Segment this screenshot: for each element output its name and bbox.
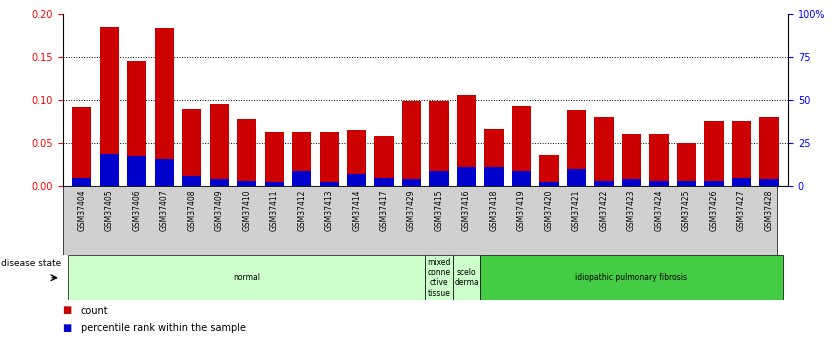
Text: GSM37406: GSM37406 <box>133 190 141 231</box>
Bar <box>480 255 782 300</box>
Text: GSM37404: GSM37404 <box>78 190 86 231</box>
Bar <box>677 181 696 186</box>
Text: GSM37419: GSM37419 <box>517 190 526 231</box>
Bar <box>457 167 476 186</box>
Bar <box>704 121 724 186</box>
Bar <box>264 132 284 186</box>
Bar <box>374 136 394 186</box>
Bar <box>73 107 92 186</box>
Bar <box>127 61 147 186</box>
Bar <box>512 171 531 186</box>
Text: GSM37424: GSM37424 <box>655 190 664 231</box>
Bar <box>453 255 480 300</box>
Bar <box>182 109 201 186</box>
Bar <box>237 119 256 186</box>
Bar <box>485 128 504 186</box>
Text: mixed
conne
ctive
tissue: mixed conne ctive tissue <box>427 258 450 298</box>
Bar <box>512 106 531 186</box>
Bar <box>430 171 449 186</box>
Bar <box>650 181 669 186</box>
Bar <box>319 182 339 186</box>
Bar <box>567 110 586 186</box>
Bar <box>567 169 586 186</box>
Bar <box>677 143 696 186</box>
Text: GSM37422: GSM37422 <box>600 190 609 231</box>
Text: GSM37426: GSM37426 <box>710 190 718 231</box>
Text: scelo
derma: scelo derma <box>455 268 479 287</box>
Bar <box>759 117 778 186</box>
Bar <box>154 28 173 186</box>
Text: disease state: disease state <box>1 259 61 268</box>
Text: ■: ■ <box>63 306 72 315</box>
Bar <box>292 171 311 186</box>
Bar <box>374 178 394 186</box>
Bar <box>127 156 147 186</box>
Text: GSM37405: GSM37405 <box>105 190 113 231</box>
Bar <box>425 255 453 300</box>
Text: GSM37429: GSM37429 <box>407 190 416 231</box>
Text: GSM37414: GSM37414 <box>352 190 361 231</box>
Bar <box>540 182 559 186</box>
Bar <box>292 132 311 186</box>
Text: GSM37420: GSM37420 <box>545 190 554 231</box>
Text: percentile rank within the sample: percentile rank within the sample <box>81 323 246 333</box>
Text: GSM37408: GSM37408 <box>187 190 196 231</box>
Bar <box>457 95 476 186</box>
Bar <box>650 134 669 186</box>
Bar <box>154 159 173 186</box>
Bar <box>73 178 92 186</box>
Text: count: count <box>81 306 108 315</box>
Text: GSM37421: GSM37421 <box>572 190 581 231</box>
Bar <box>540 155 559 186</box>
Text: GSM37425: GSM37425 <box>682 190 691 231</box>
Text: GSM37416: GSM37416 <box>462 190 471 231</box>
Text: GSM37423: GSM37423 <box>627 190 636 231</box>
Bar <box>731 178 751 186</box>
Bar <box>402 101 421 186</box>
Bar <box>622 179 641 186</box>
Bar <box>182 176 201 186</box>
Bar <box>595 181 614 186</box>
Bar <box>264 182 284 186</box>
Bar <box>595 117 614 186</box>
Bar <box>68 255 425 300</box>
Bar <box>99 27 119 186</box>
Text: GSM37415: GSM37415 <box>435 190 444 231</box>
Bar <box>99 154 119 186</box>
Bar <box>622 134 641 186</box>
Text: GSM37427: GSM37427 <box>737 190 746 231</box>
Bar <box>731 121 751 186</box>
Text: GSM37412: GSM37412 <box>297 190 306 231</box>
Bar <box>347 174 366 186</box>
Text: normal: normal <box>234 273 260 282</box>
Text: GSM37410: GSM37410 <box>242 190 251 231</box>
Text: ■: ■ <box>63 323 72 333</box>
Text: GSM37417: GSM37417 <box>379 190 389 231</box>
Text: GSM37407: GSM37407 <box>160 190 168 231</box>
Bar <box>209 104 229 186</box>
Text: GSM37411: GSM37411 <box>269 190 279 231</box>
Bar <box>430 101 449 186</box>
Bar <box>319 132 339 186</box>
Bar <box>759 179 778 186</box>
Text: idiopathic pulmonary fibrosis: idiopathic pulmonary fibrosis <box>575 273 687 282</box>
Bar <box>485 167 504 186</box>
Bar <box>209 179 229 186</box>
Text: GSM37413: GSM37413 <box>324 190 334 231</box>
Bar <box>347 130 366 186</box>
Text: GSM37428: GSM37428 <box>765 190 773 231</box>
Text: GSM37409: GSM37409 <box>214 190 224 231</box>
Bar <box>704 181 724 186</box>
Bar <box>402 179 421 186</box>
Bar <box>237 181 256 186</box>
Text: GSM37418: GSM37418 <box>490 190 499 231</box>
